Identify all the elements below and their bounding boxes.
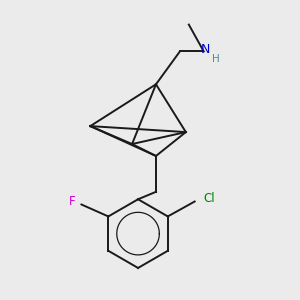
Text: H: H [212, 54, 220, 64]
Text: Cl: Cl [204, 192, 215, 205]
Text: F: F [69, 195, 76, 208]
Text: N: N [201, 44, 210, 56]
